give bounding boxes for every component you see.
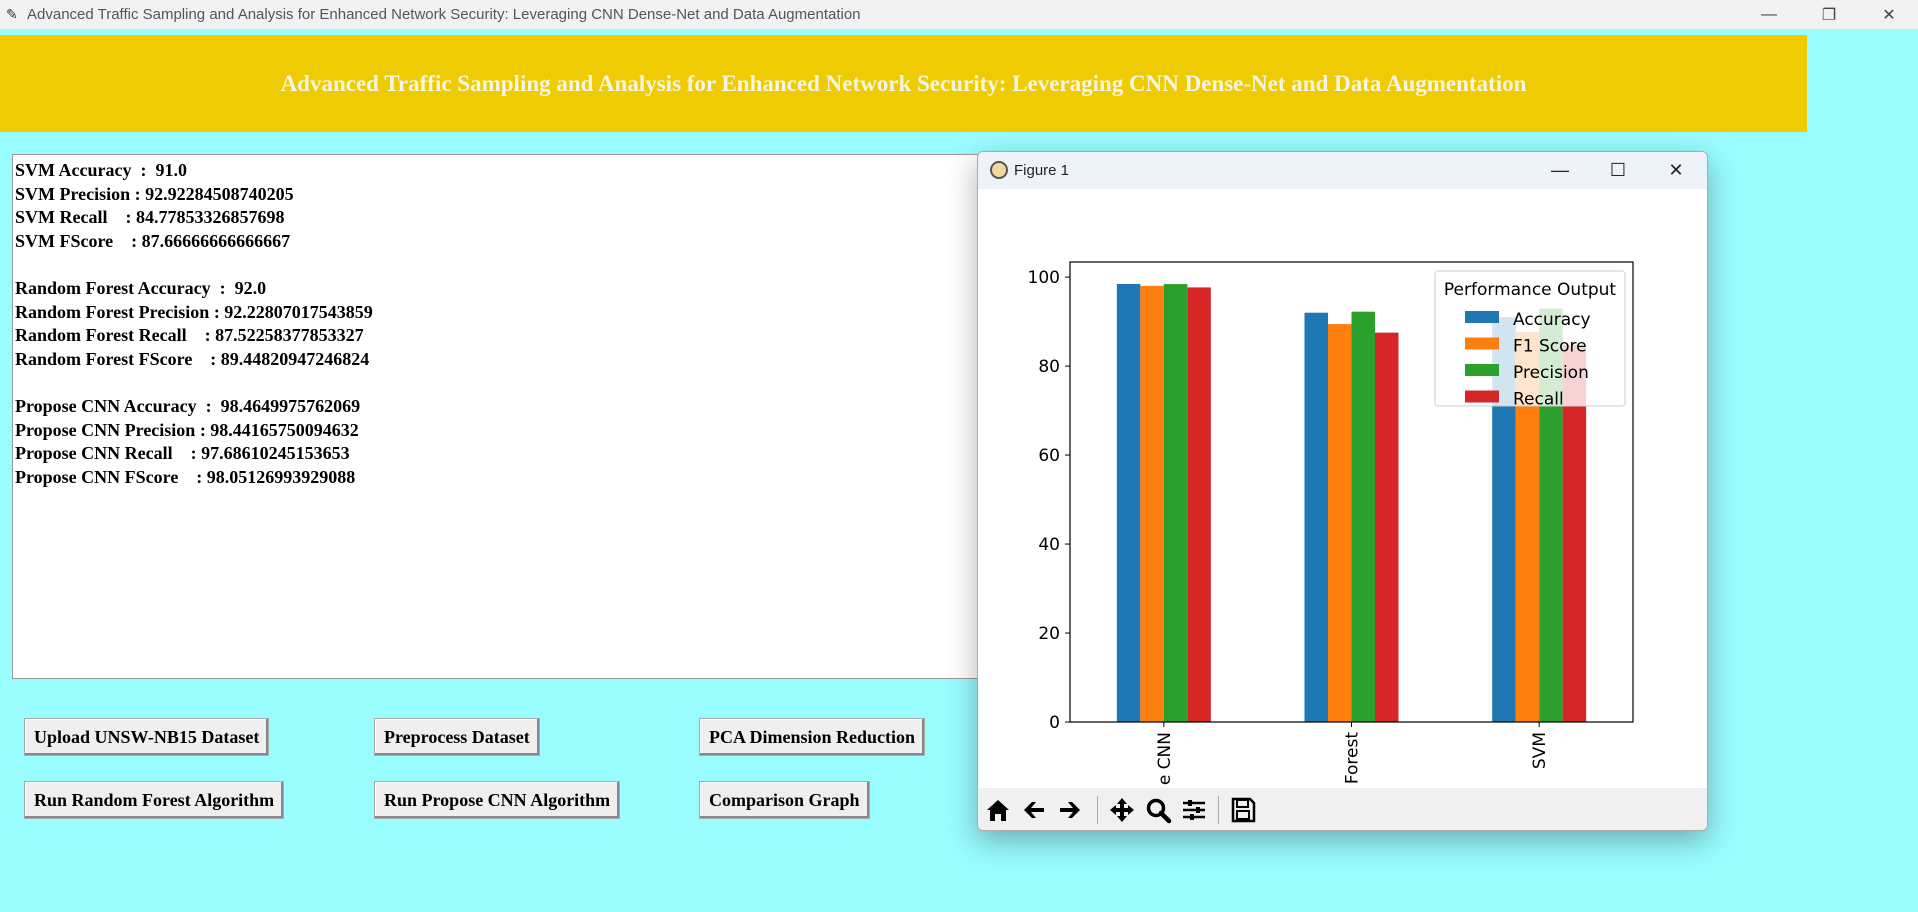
y-tick-label: 20 xyxy=(1038,624,1060,644)
results-text-area[interactable]: SVM Accuracy : 91.0 SVM Precision : 92.9… xyxy=(12,154,1002,679)
output-line xyxy=(15,253,1000,277)
legend-title: Performance Output xyxy=(1444,280,1617,300)
figure-toolbar xyxy=(978,788,1707,830)
x-tick-label: Forest xyxy=(1343,732,1363,785)
legend-label: Precision xyxy=(1513,363,1589,383)
output-line: SVM Precision : 92.92284508740205 xyxy=(15,183,294,204)
bar-precision xyxy=(1163,284,1188,722)
configure-icon[interactable] xyxy=(1178,794,1210,826)
figure-minimize-button[interactable]: — xyxy=(1551,160,1569,180)
minimize-button[interactable]: — xyxy=(1761,5,1777,23)
bar-f1-score xyxy=(1328,324,1352,722)
bar-chart: 0 20 40 60 80 100 e CNN Forest SVM Performance O… xyxy=(1028,261,1634,785)
preprocess-dataset-button[interactable]: Preprocess Dataset xyxy=(374,718,540,756)
legend-swatch xyxy=(1465,311,1499,323)
window-titlebar: ✎ Advanced Traffic Sampling and Analysis… xyxy=(0,0,1918,29)
y-tick-label: 100 xyxy=(1028,268,1060,288)
bar-recall xyxy=(1187,287,1211,722)
banner-title: Advanced Traffic Sampling and Analysis f… xyxy=(280,70,1527,96)
bar-f1-score xyxy=(1515,331,1540,722)
x-tick-label: e CNN xyxy=(1155,732,1175,785)
bar-accuracy xyxy=(1492,317,1516,722)
output-line: SVM Recall : 84.77853326857698 xyxy=(15,207,285,228)
toolbar-divider xyxy=(1097,796,1098,824)
back-icon[interactable] xyxy=(1018,794,1050,826)
output-line: Random Forest Accuracy : 92.0 xyxy=(15,277,267,298)
run-random-forest-button[interactable]: Run Random Forest Algorithm xyxy=(24,781,285,819)
legend-label: Recall xyxy=(1513,390,1564,410)
zoom-icon[interactable] xyxy=(1142,794,1174,826)
y-tick-label: 60 xyxy=(1038,446,1060,466)
app-feather-icon: ✎ xyxy=(6,6,18,22)
bar-f1-score xyxy=(1140,285,1164,722)
y-tick-label: 40 xyxy=(1038,535,1060,555)
upload-dataset-button[interactable]: Upload UNSW-NB15 Dataset xyxy=(24,718,270,756)
legend-swatch xyxy=(1465,390,1499,403)
legend-swatch xyxy=(1465,364,1499,376)
legend-swatch xyxy=(1465,337,1499,350)
matplotlib-icon xyxy=(990,161,1008,179)
bar-recall xyxy=(1375,332,1399,722)
figure-close-button[interactable]: ✕ xyxy=(1668,160,1684,180)
output-line: Random Forest Recall : 87.52258377853327 xyxy=(15,325,364,346)
output-line: Propose CNN Recall : 97.68610245153653 xyxy=(15,443,350,464)
bar-accuracy xyxy=(1304,312,1328,722)
forward-icon[interactable] xyxy=(1054,794,1086,826)
output-line: Random Forest Precision : 92.22807017543… xyxy=(15,301,373,322)
figure-maximize-button[interactable]: ☐ xyxy=(1609,160,1627,180)
output-line xyxy=(15,371,1000,395)
close-button[interactable]: ✕ xyxy=(1882,6,1896,24)
x-tick-label: SVM xyxy=(1530,732,1550,769)
output-line: Random Forest FScore : 89.44820947246824 xyxy=(15,348,370,369)
restore-button[interactable]: ❐ xyxy=(1821,6,1837,24)
bar-precision xyxy=(1351,311,1375,722)
figure-window: Figure 1 — ☐ ✕ 0 20 40 60 80 100 e CNN Forest SV… xyxy=(977,151,1708,831)
y-tick-label: 80 xyxy=(1038,357,1060,377)
output-line: Propose CNN Precision : 98.4416575009463… xyxy=(15,419,359,440)
toolbar-divider xyxy=(1218,796,1219,824)
pca-dimension-reduction-button[interactable]: PCA Dimension Reduction xyxy=(699,718,926,756)
bar-precision xyxy=(1539,308,1563,722)
legend-label: Accuracy xyxy=(1513,310,1591,330)
pan-icon[interactable] xyxy=(1106,794,1138,826)
output-line: SVM FScore : 87.66666666666667 xyxy=(15,230,291,251)
output-line: Propose CNN Accuracy : 98.4649975762069 xyxy=(15,395,361,416)
output-line: Propose CNN FScore : 98.05126993929088 xyxy=(15,466,356,487)
window-title: Advanced Traffic Sampling and Analysis f… xyxy=(27,6,861,23)
run-propose-cnn-button[interactable]: Run Propose CNN Algorithm xyxy=(374,781,621,819)
header-banner: Advanced Traffic Sampling and Analysis f… xyxy=(0,35,1807,132)
figure-title: Figure 1 xyxy=(1014,162,1070,179)
figure-titlebar: Figure 1 — ☐ ✕ xyxy=(978,152,1707,189)
y-tick-label: 0 xyxy=(1049,713,1060,733)
comparison-graph-button[interactable]: Comparison Graph xyxy=(699,781,870,819)
output-line: SVM Accuracy : 91.0 xyxy=(15,160,187,180)
bar-recall xyxy=(1562,344,1587,722)
home-icon[interactable] xyxy=(982,794,1014,826)
bar-accuracy xyxy=(1116,283,1141,722)
legend-label: F1 Score xyxy=(1513,337,1587,357)
save-icon[interactable] xyxy=(1227,794,1259,826)
